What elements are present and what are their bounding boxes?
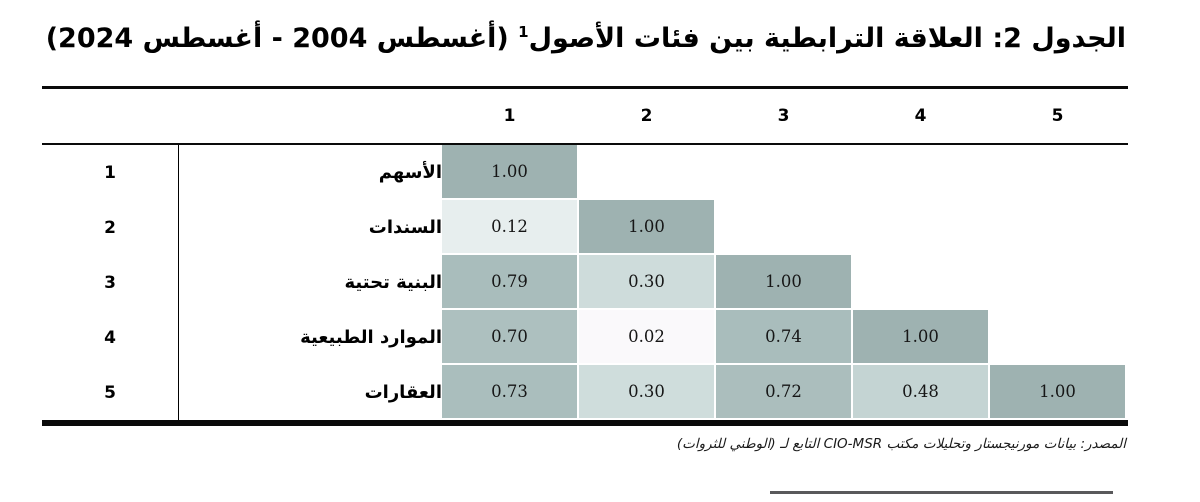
- source-note: المصدر: بيانات مورنيجستار وتحليلات مكتب …: [676, 436, 1126, 452]
- matrix-column-header: 2: [640, 106, 653, 126]
- matrix-cell: 0.30: [579, 255, 714, 308]
- row-number: 2: [104, 217, 116, 238]
- correlation-table-body: 1 الأسهم 1.00 2 السندات 0.12 1.00 3 البنية تحتية…: [42, 145, 1128, 420]
- row-number-divider: [178, 145, 179, 420]
- matrix-cell: 0.79: [442, 255, 577, 308]
- table-top-rule: [42, 86, 1128, 89]
- matrix-cell-empty: [716, 145, 851, 198]
- row-label: الموارد الطبيعية: [178, 310, 442, 365]
- row-label: البنية تحتية: [178, 255, 443, 310]
- matrix-cell: 0.02: [579, 310, 714, 363]
- matrix-cell: 0.30: [579, 365, 714, 418]
- matrix-cell: 1.00: [853, 310, 988, 363]
- row-label: العقارات: [178, 365, 442, 420]
- matrix-cell: 0.72: [716, 365, 851, 418]
- matrix-row-cells: 1.00: [442, 145, 1128, 200]
- table-header-rule: [42, 143, 1128, 145]
- matrix-cell-empty: [990, 255, 1125, 308]
- matrix-column-headers: 1 2 3 4 5: [442, 89, 1126, 143]
- matrix-cell: 0.74: [716, 310, 851, 363]
- matrix-cell-empty: [990, 145, 1125, 198]
- matrix-cell-empty: [990, 310, 1125, 363]
- table-title-period: (أغسطس 2004 - أغسطس 2024): [45, 23, 519, 54]
- matrix-cell: 0.70: [442, 310, 577, 363]
- table-row: 3 البنية تحتية 0.79 0.30 1.00: [42, 255, 1128, 310]
- table-row: 5 العقارات 0.73 0.30 0.72 0.48 1.00: [42, 365, 1128, 420]
- matrix-row-cells: 0.12 1.00: [442, 200, 1128, 255]
- matrix-column-header: 3: [777, 106, 790, 126]
- matrix-cell: 1.00: [716, 255, 851, 308]
- row-number: 1: [104, 162, 116, 183]
- matrix-row-cells: 0.70 0.02 0.74 1.00: [442, 310, 1128, 365]
- matrix-cell-empty: [990, 200, 1125, 253]
- table-row: 4 الموارد الطبيعية 0.70 0.02 0.74 1.00: [42, 310, 1128, 365]
- matrix-row-cells: 0.73 0.30 0.72 0.48 1.00: [442, 365, 1128, 420]
- matrix-cell: 0.73: [442, 365, 577, 418]
- row-label-text: العقارات: [364, 382, 442, 403]
- table-bottom-rule: [42, 420, 1128, 426]
- footnote-marker: 1: [518, 23, 529, 41]
- row-label-text: الموارد الطبيعية: [300, 327, 442, 348]
- row-label: الأسهم: [178, 145, 442, 200]
- table-row: 2 السندات 0.12 1.00: [42, 200, 1128, 255]
- table-title-text: الجدول 2: العلاقة الترابطية بين فئات الأ…: [528, 23, 1126, 54]
- matrix-cell-empty: [853, 145, 988, 198]
- matrix-cell-empty: [853, 255, 988, 308]
- footer-divider-line: [770, 491, 1113, 494]
- matrix-column-header: 4: [914, 106, 927, 126]
- matrix-column-header: 5: [1051, 106, 1064, 126]
- row-number: 3: [104, 272, 116, 293]
- matrix-column-header: 1: [503, 106, 516, 126]
- row-label-text: البنية تحتية: [344, 272, 443, 293]
- matrix-cell: 1.00: [579, 200, 714, 253]
- row-label-text: الأسهم: [378, 162, 442, 183]
- row-number: 5: [104, 382, 116, 403]
- document-page: الجدول 2: العلاقة الترابطية بين فئات الأ…: [42, 0, 1128, 502]
- matrix-cell: 1.00: [990, 365, 1125, 418]
- row-label-text: السندات: [368, 217, 442, 238]
- matrix-cell: 0.12: [442, 200, 577, 253]
- table-title: الجدول 2: العلاقة الترابطية بين فئات الأ…: [42, 16, 1126, 62]
- matrix-cell-empty: [579, 145, 714, 198]
- matrix-cell-empty: [853, 200, 988, 253]
- matrix-cell: 0.48: [853, 365, 988, 418]
- row-label: السندات: [178, 200, 442, 255]
- matrix-cell: 1.00: [442, 145, 577, 198]
- matrix-row-cells: 0.79 0.30 1.00: [442, 255, 1128, 310]
- table-row: 1 الأسهم 1.00: [42, 145, 1128, 200]
- row-number: 4: [104, 327, 116, 348]
- matrix-cell-empty: [716, 200, 851, 253]
